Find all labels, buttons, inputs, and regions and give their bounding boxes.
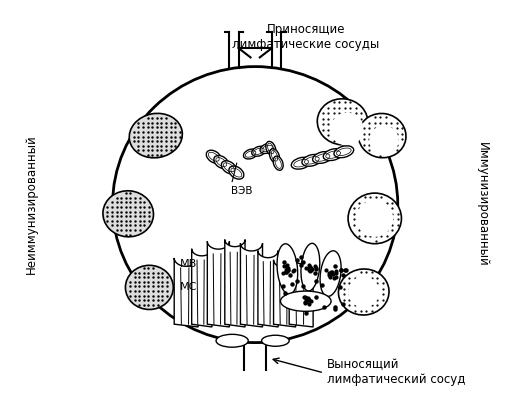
Polygon shape (192, 249, 212, 327)
Ellipse shape (302, 154, 322, 166)
Text: Неиммунизированный: Неиммунизированный (25, 135, 38, 274)
Circle shape (356, 200, 393, 237)
Ellipse shape (323, 149, 343, 160)
Ellipse shape (334, 146, 354, 158)
Ellipse shape (273, 156, 283, 170)
Text: Выносящий
лимфатический сосуд: Выносящий лимфатический сосуд (327, 358, 465, 386)
Text: Иммунизированный: Иммунизированный (476, 142, 489, 267)
Polygon shape (174, 258, 198, 327)
Ellipse shape (338, 269, 389, 315)
Circle shape (369, 126, 399, 155)
Ellipse shape (317, 99, 368, 145)
Polygon shape (289, 255, 313, 327)
Ellipse shape (320, 251, 341, 296)
Ellipse shape (229, 166, 244, 179)
Circle shape (348, 276, 379, 308)
Ellipse shape (244, 149, 258, 159)
Text: МС: МС (180, 282, 197, 292)
Ellipse shape (113, 67, 398, 342)
Ellipse shape (269, 149, 280, 163)
Ellipse shape (125, 265, 173, 310)
Ellipse shape (214, 156, 229, 168)
Ellipse shape (266, 141, 276, 156)
Text: Приносящие
лимфатические сосуды: Приносящие лимфатические сосуды (232, 23, 379, 51)
Polygon shape (273, 260, 296, 327)
Text: ВЭВ: ВЭВ (231, 186, 252, 196)
Ellipse shape (291, 157, 311, 169)
Ellipse shape (129, 113, 182, 158)
Ellipse shape (103, 191, 154, 237)
Ellipse shape (348, 193, 401, 244)
Polygon shape (258, 250, 278, 327)
Ellipse shape (260, 144, 274, 154)
Text: МВ: МВ (180, 260, 197, 270)
Ellipse shape (206, 150, 221, 163)
Polygon shape (207, 241, 229, 327)
Ellipse shape (313, 152, 333, 164)
Polygon shape (241, 243, 263, 327)
Ellipse shape (262, 335, 289, 346)
Ellipse shape (277, 244, 298, 294)
Ellipse shape (358, 114, 406, 158)
Ellipse shape (301, 243, 320, 291)
Polygon shape (225, 240, 245, 327)
Ellipse shape (216, 334, 248, 347)
Circle shape (331, 113, 364, 146)
Ellipse shape (222, 161, 236, 174)
Ellipse shape (252, 146, 266, 156)
Ellipse shape (281, 291, 331, 311)
